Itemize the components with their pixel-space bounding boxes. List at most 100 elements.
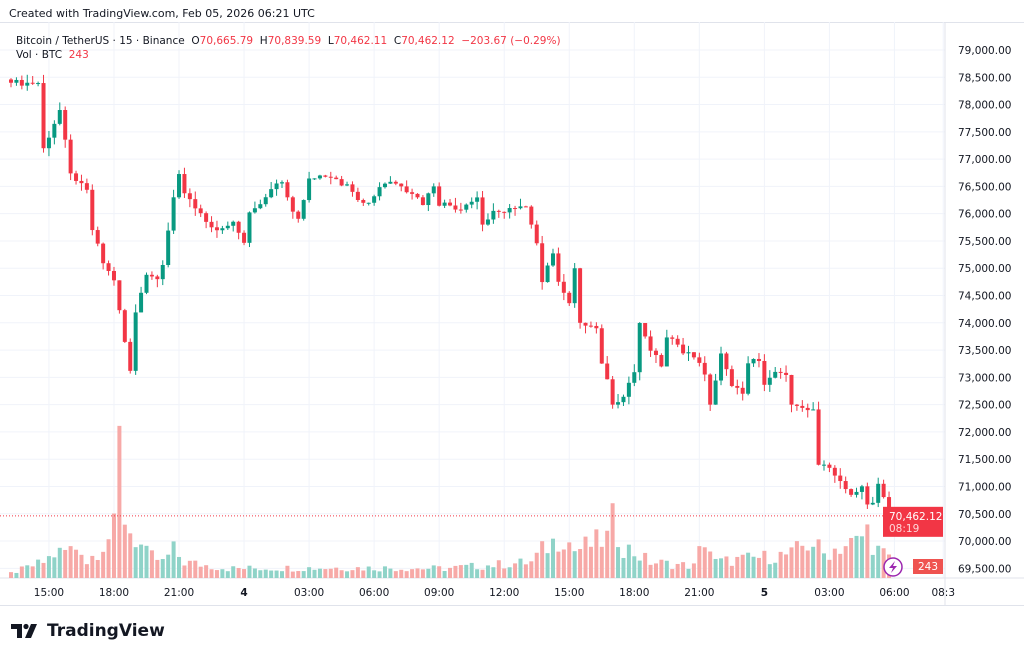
candle-body — [312, 178, 317, 180]
candle-body — [724, 353, 729, 370]
candle-body — [767, 377, 772, 385]
candle-body — [90, 189, 95, 231]
price-tick-label: 76,000.00 — [958, 209, 1011, 221]
candle-body — [177, 174, 182, 198]
volume-bar — [578, 549, 583, 578]
candle-body — [404, 186, 409, 193]
lightning-icon[interactable] — [883, 557, 903, 577]
volume-bar — [545, 553, 550, 578]
volume-bar — [551, 538, 555, 578]
candle-body — [19, 79, 24, 86]
candle-body — [74, 173, 79, 181]
candle-body — [307, 178, 312, 201]
candle-body — [274, 183, 279, 190]
candle-body — [621, 396, 626, 403]
volume-bar — [122, 524, 127, 578]
volume-bar — [90, 555, 95, 578]
candle-body — [63, 110, 68, 140]
volume-bar — [345, 571, 350, 578]
volume-bar — [269, 570, 274, 578]
volume-bar — [534, 552, 539, 578]
candle-body — [41, 83, 46, 149]
tradingview-logo-icon — [11, 623, 37, 638]
candle-body — [664, 337, 669, 367]
volume-bar — [507, 567, 512, 578]
volume-bar — [708, 551, 713, 578]
volume-bar — [464, 564, 469, 578]
high-value: 70,839.59 — [267, 35, 322, 47]
candle-body — [518, 206, 523, 209]
candle-body — [182, 174, 187, 194]
candle-body — [643, 323, 648, 337]
tradingview-logo[interactable]: TradingView — [11, 621, 165, 641]
volume-bar — [588, 546, 593, 578]
candle-body — [52, 123, 57, 138]
volume-bar — [377, 571, 382, 578]
volume-bar — [653, 563, 658, 578]
candle-body — [659, 355, 664, 367]
volume-bar — [794, 541, 799, 578]
volume-bar — [827, 559, 832, 578]
candle-body — [149, 274, 154, 277]
volume-bar — [724, 556, 729, 578]
volume-bar — [675, 563, 680, 578]
candle-body — [388, 181, 393, 184]
price-tick-label: 75,500.00 — [958, 236, 1011, 248]
volume-bar — [518, 558, 523, 578]
volume-bar — [366, 566, 371, 578]
volume-bar — [854, 535, 859, 578]
candle-body — [204, 213, 209, 222]
candle-body — [670, 337, 675, 339]
candle-body — [572, 268, 577, 304]
volume-bar — [529, 561, 534, 578]
symbol-label[interactable]: Bitcoin / TetherUS · 15 · Binance — [16, 35, 185, 47]
time-tick-label: 03:00 — [294, 587, 324, 599]
volume-row: Vol · BTC 243 — [16, 48, 561, 62]
candle-body — [583, 322, 588, 326]
candle-body — [57, 110, 62, 124]
volume-bar — [95, 559, 100, 578]
close-label: C — [393, 35, 402, 47]
volume-badge — [913, 559, 943, 574]
volume-bar — [881, 548, 886, 578]
low-label: L — [327, 35, 334, 47]
chart-legend: Bitcoin / TetherUS · 15 · Binance O70,66… — [16, 34, 561, 62]
candle-body — [534, 224, 539, 244]
candle-body — [25, 82, 30, 86]
volume-bar — [296, 571, 301, 578]
candle-body — [372, 196, 377, 203]
change-value: −203.67 (−0.29%) — [461, 35, 561, 47]
volume-bar — [448, 567, 453, 578]
volume-bar — [691, 563, 696, 578]
time-tick-label: 4 — [240, 587, 247, 599]
volume-bar — [735, 556, 740, 578]
candle-body — [881, 483, 886, 498]
lightning-icon-bolt — [889, 561, 897, 573]
candle-body — [68, 139, 73, 174]
volume-bar — [280, 571, 284, 578]
candle-body — [280, 182, 284, 184]
volume-label[interactable]: Vol · BTC — [16, 49, 63, 61]
volume-bar — [599, 546, 604, 578]
candle-body — [187, 193, 192, 200]
volume-bar — [79, 554, 84, 578]
candle-body — [453, 205, 458, 210]
volume-bar — [285, 565, 290, 578]
volume-bar — [697, 546, 702, 578]
candle-body — [588, 325, 593, 327]
candle-body — [242, 232, 247, 243]
candle-body — [252, 208, 257, 213]
volume-bar — [648, 564, 653, 578]
price-tick-label: 78,500.00 — [958, 72, 1011, 84]
volume-bar — [209, 569, 214, 578]
chart-frame[interactable] — [0, 22, 1024, 606]
candle-body — [708, 374, 713, 405]
candle-body — [9, 79, 13, 83]
candle-body — [832, 467, 837, 476]
volume-bar — [583, 536, 588, 578]
volume-bar — [236, 568, 241, 578]
candle-body — [648, 336, 653, 351]
candle-body — [247, 212, 252, 243]
volume-badge-value: 243 — [918, 561, 938, 573]
